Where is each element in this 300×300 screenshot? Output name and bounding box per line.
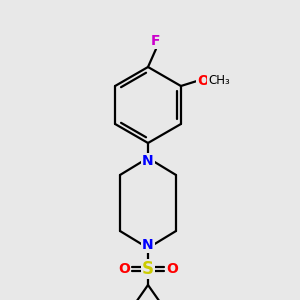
Text: N: N <box>142 238 154 252</box>
Text: S: S <box>142 260 154 278</box>
Text: O: O <box>197 74 209 88</box>
Text: O: O <box>118 262 130 276</box>
Text: N: N <box>142 154 154 168</box>
Text: F: F <box>151 34 161 48</box>
Text: O: O <box>166 262 178 276</box>
Text: CH₃: CH₃ <box>208 74 230 88</box>
